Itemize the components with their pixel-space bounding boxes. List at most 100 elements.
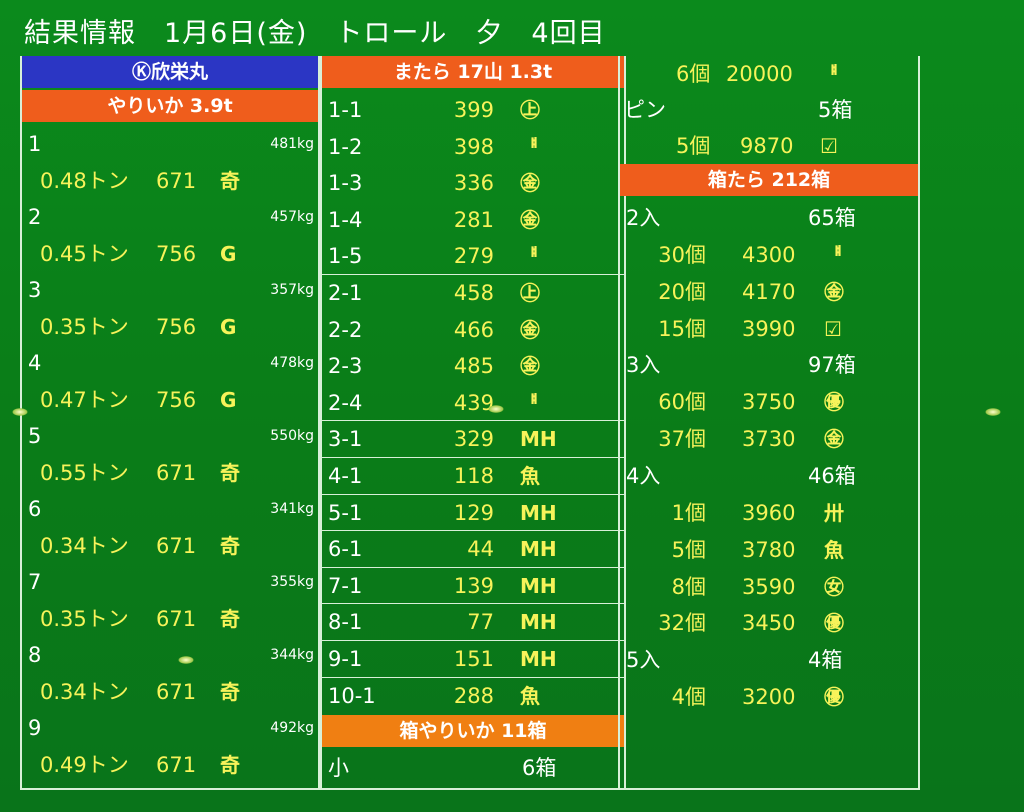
item-price: 4300 bbox=[742, 243, 796, 267]
lot-separator bbox=[322, 603, 624, 605]
buyer-mark-icon: ㊝ bbox=[824, 390, 844, 415]
entry-price: 756 bbox=[156, 315, 197, 339]
item-count: 30個 bbox=[658, 243, 706, 267]
entry-row: 7 355kg bbox=[22, 564, 318, 600]
lot-number: 1-2 bbox=[328, 134, 363, 159]
entry-tons: 0.34トン bbox=[40, 680, 129, 704]
lot-row: 2-2 466 ㊎ bbox=[322, 312, 624, 348]
lot-separator bbox=[322, 640, 624, 641]
item-price: 4170 bbox=[742, 279, 796, 304]
grade-boxes: 97箱 bbox=[808, 353, 856, 378]
detail-row: 1個 3960 卅 bbox=[620, 495, 918, 531]
entry-row: 4 478kg bbox=[22, 345, 318, 381]
grade-boxes: 46箱 bbox=[808, 464, 856, 488]
grade-boxes: 4箱 bbox=[808, 648, 843, 673]
buyer-mark-icon: ㊤ bbox=[520, 98, 540, 122]
lot-number: 2-4 bbox=[328, 390, 363, 415]
entry-detail-row: 0.49トン 671 奇 bbox=[22, 747, 318, 783]
item-price: 3450 bbox=[742, 611, 796, 636]
lot-number: 2-1 bbox=[328, 281, 363, 305]
lot-price: 139 bbox=[453, 573, 494, 598]
lot-row: 7-1 139 MH bbox=[322, 568, 624, 604]
item-count: 5個 bbox=[671, 537, 706, 562]
size-label: 小 bbox=[328, 756, 349, 781]
buyer-mark-icon: 奇 bbox=[220, 169, 240, 193]
entry-detail-row: 0.45トン 756 G bbox=[22, 236, 318, 272]
grade-label: ピン bbox=[624, 98, 666, 122]
lot-number: 5-1 bbox=[328, 500, 363, 525]
lot-row: 1-1 399 ㊤ bbox=[322, 92, 624, 128]
lot-row: 4-1 118 魚 bbox=[322, 458, 624, 494]
lot-number: 6-1 bbox=[328, 537, 363, 562]
vessel-column: Ⓚ欣栄丸 やりいか 3.9t 1 481kg 0.48トン 671 奇 2 457kg 0.4… bbox=[20, 56, 320, 790]
entry-detail-row: 0.34トン 671 奇 bbox=[22, 528, 318, 564]
buyer-mark-icon: MH bbox=[520, 610, 557, 635]
lot-number: 3-1 bbox=[328, 427, 363, 452]
detail-row: 30個 4300 ᅤ bbox=[620, 237, 918, 273]
entry-weight: 341kg bbox=[270, 501, 314, 517]
lot-category: またら 17山 1.3t bbox=[322, 56, 624, 88]
entry-price: 671 bbox=[156, 680, 197, 704]
lot-price: 336 bbox=[453, 171, 494, 196]
buyer-mark-icon: 奇 bbox=[220, 753, 240, 777]
entry-detail-row: 0.34トン 671 奇 bbox=[22, 674, 318, 710]
grade-boxes: 5箱 bbox=[818, 98, 853, 122]
detail-row: 15個 3990 ☑ bbox=[620, 311, 918, 347]
lot-price: 398 bbox=[453, 134, 494, 159]
entry-detail-row: 0.47トン 756 G bbox=[22, 382, 318, 418]
box-count: 6箱 bbox=[522, 756, 557, 781]
buyer-mark-icon: G bbox=[220, 242, 237, 266]
lot-column: またら 17山 1.3t 1-1 399 ㊤ 1-2 398 ᅤ 1-3 336 ㊎ 1-4 281… bbox=[320, 56, 626, 790]
detail-row: 6個 20000 ᅤ bbox=[620, 56, 918, 92]
item-count: 15個 bbox=[658, 316, 706, 341]
entry-tons: 0.34トン bbox=[40, 534, 129, 558]
lot-price: 288 bbox=[453, 683, 494, 708]
lot-price: 329 bbox=[453, 427, 494, 452]
entry-price: 671 bbox=[156, 534, 197, 558]
lot-row: 6-1 44 MH bbox=[322, 531, 624, 567]
lot-number: 2-3 bbox=[328, 354, 363, 379]
buyer-mark-icon: 魚 bbox=[824, 537, 844, 562]
entry-price: 671 bbox=[156, 169, 197, 193]
lot-price: 281 bbox=[453, 207, 494, 232]
lot-price: 439 bbox=[453, 390, 494, 415]
entry-number: 3 bbox=[28, 278, 42, 302]
catch-category: やりいか 3.9t bbox=[22, 90, 318, 122]
screen-glare bbox=[488, 405, 504, 413]
lot-price: 279 bbox=[453, 244, 494, 269]
entry-weight: 478kg bbox=[270, 355, 314, 371]
entry-row: 1 481kg bbox=[22, 126, 318, 162]
entry-weight: 457kg bbox=[270, 209, 314, 225]
box-column: 6個 20000 ᅤ ピン 5箱 5個 9870 ☑ 箱たら 212箱 2入 65箱 30個 4300 ᅤ… bbox=[618, 56, 920, 790]
buyer-mark-icon: 魚 bbox=[520, 464, 540, 488]
entry-number: 7 bbox=[28, 570, 42, 594]
grade-row: 4入 46箱 bbox=[620, 458, 918, 494]
buyer-mark-icon: MH bbox=[520, 647, 557, 671]
buyer-mark-icon: ㊎ bbox=[520, 317, 540, 342]
grade-label: 2入 bbox=[626, 206, 661, 230]
lot-price: 44 bbox=[467, 537, 494, 562]
lot-price: 485 bbox=[453, 354, 494, 379]
entry-row: 8 344kg bbox=[22, 637, 318, 673]
entry-price: 671 bbox=[156, 461, 197, 485]
item-count: 1個 bbox=[671, 501, 706, 525]
entry-tons: 0.49トン bbox=[40, 753, 129, 777]
buyer-mark-icon: ᅤ bbox=[824, 243, 843, 267]
lot-price: 129 bbox=[453, 500, 494, 525]
entry-tons: 0.35トン bbox=[40, 315, 129, 339]
grade-row: 5入 4箱 bbox=[620, 642, 918, 678]
grade-row: 2入 65箱 bbox=[620, 200, 918, 236]
detail-row: 60個 3750 ㊝ bbox=[620, 384, 918, 420]
buyer-mark-icon: 奇 bbox=[220, 680, 240, 704]
entry-tons: 0.47トン bbox=[40, 388, 129, 412]
lot-price: 77 bbox=[467, 610, 494, 635]
buyer-mark-icon: MH bbox=[520, 573, 557, 598]
detail-row: 5個 9870 ☑ bbox=[620, 128, 918, 164]
item-price: 3750 bbox=[742, 390, 796, 415]
entry-tons: 0.55トン bbox=[40, 461, 129, 485]
lot-row: 5-1 129 MH bbox=[322, 495, 624, 531]
entry-number: 8 bbox=[28, 643, 42, 667]
lot-number: 4-1 bbox=[328, 464, 363, 488]
detail-row: 5個 3780 魚 bbox=[620, 532, 918, 568]
lot-row: 10-1 288 魚 bbox=[322, 678, 624, 714]
